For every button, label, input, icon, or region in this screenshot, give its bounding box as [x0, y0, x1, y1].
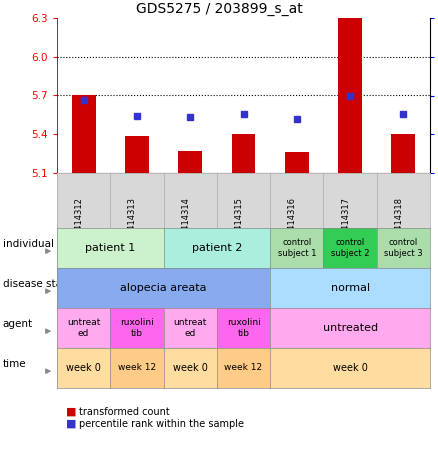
Text: GSM1414318: GSM1414318: [394, 197, 403, 253]
Text: individual: individual: [3, 239, 54, 249]
Text: GDS5275 / 203899_s_at: GDS5275 / 203899_s_at: [136, 2, 302, 16]
Text: GSM1414312: GSM1414312: [74, 198, 84, 253]
Text: normal: normal: [331, 283, 370, 293]
Text: ruxolini
tib: ruxolini tib: [120, 318, 154, 337]
Text: GSM1414314: GSM1414314: [181, 198, 190, 253]
Text: ■: ■: [66, 419, 76, 429]
Text: untreat
ed: untreat ed: [67, 318, 100, 337]
Text: untreated: untreated: [322, 323, 378, 333]
Text: time: time: [3, 359, 26, 369]
Bar: [392, 134, 415, 173]
Bar: [125, 135, 149, 173]
Text: disease state: disease state: [3, 279, 72, 289]
Text: GSM1414316: GSM1414316: [288, 197, 297, 253]
Bar: [178, 151, 202, 173]
Bar: [72, 96, 95, 173]
Text: control
subject 1: control subject 1: [278, 238, 316, 258]
Text: GSM1414313: GSM1414313: [128, 197, 137, 253]
Text: GSM1414317: GSM1414317: [341, 197, 350, 253]
Text: patient 1: patient 1: [85, 243, 135, 253]
Text: control
subject 3: control subject 3: [384, 238, 423, 258]
Text: week 12: week 12: [118, 363, 156, 372]
Text: ■: ■: [66, 406, 76, 416]
Text: agent: agent: [3, 319, 33, 329]
Text: alopecia areata: alopecia areata: [120, 283, 207, 293]
Text: percentile rank within the sample: percentile rank within the sample: [79, 419, 244, 429]
Text: transformed count: transformed count: [79, 406, 170, 416]
Bar: [232, 134, 255, 173]
Text: week 0: week 0: [66, 363, 101, 373]
Text: ruxolini
tib: ruxolini tib: [226, 318, 260, 337]
Text: week 0: week 0: [332, 363, 367, 373]
Bar: [338, 0, 362, 173]
Bar: [285, 152, 309, 173]
Text: week 0: week 0: [173, 363, 208, 373]
Text: untreat
ed: untreat ed: [173, 318, 207, 337]
Text: week 12: week 12: [224, 363, 262, 372]
Text: GSM1414315: GSM1414315: [234, 198, 244, 253]
Text: control
subject 2: control subject 2: [331, 238, 369, 258]
Text: patient 2: patient 2: [192, 243, 242, 253]
